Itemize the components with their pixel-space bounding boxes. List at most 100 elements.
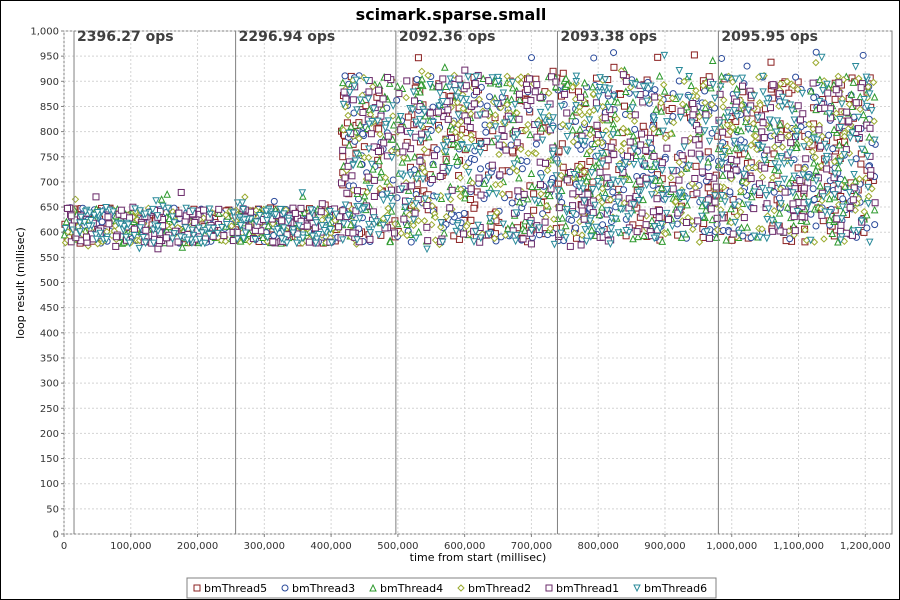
data-point-bmThread2 [462, 222, 471, 231]
data-point-bmThread6 [472, 73, 481, 81]
data-point-bmThread6 [159, 202, 167, 211]
data-point-bmThread3 [574, 141, 582, 149]
data-point-bmThread2 [381, 173, 390, 182]
x-tick-label: 500,000 [377, 541, 418, 552]
data-point-bmThread1 [462, 82, 470, 90]
data-point-bmThread6 [605, 85, 614, 94]
data-point-bmThread6 [494, 73, 502, 82]
data-point-bmThread6 [205, 205, 214, 214]
data-point-bmThread4 [264, 221, 273, 230]
phase-label: 2095.95 ops [721, 29, 818, 45]
data-point-bmThread5 [767, 58, 775, 66]
data-point-bmThread1 [305, 238, 313, 246]
data-point-bmThread6 [511, 101, 519, 109]
data-point-bmThread6 [629, 201, 638, 209]
data-point-bmThread6 [780, 160, 789, 168]
data-point-bmThread6 [750, 232, 758, 241]
data-point-bmThread1 [650, 152, 658, 160]
data-point-bmThread6 [499, 220, 508, 229]
data-point-bmThread6 [198, 229, 206, 238]
data-point-bmThread6 [763, 100, 771, 108]
data-point-bmThread3 [631, 125, 639, 133]
data-point-bmThread2 [569, 138, 578, 146]
data-point-bmThread2 [586, 147, 594, 155]
data-point-bmThread4 [785, 178, 793, 187]
data-point-bmThread6 [432, 193, 441, 202]
data-point-bmThread6 [823, 156, 831, 164]
data-point-bmThread4 [580, 78, 589, 87]
data-point-bmThread2 [457, 117, 465, 126]
data-point-bmThread5 [690, 51, 698, 59]
data-point-bmThread5 [732, 117, 740, 125]
data-point-bmThread6 [865, 90, 874, 99]
data-point-bmThread6 [758, 143, 767, 152]
data-point-bmThread2 [222, 211, 230, 219]
data-point-bmThread4 [870, 92, 879, 101]
data-point-bmThread1 [156, 237, 164, 245]
data-point-bmThread6 [645, 139, 653, 148]
data-point-bmThread4 [369, 165, 377, 173]
data-point-bmThread6 [419, 175, 427, 184]
data-point-bmThread2 [832, 109, 840, 118]
data-point-bmThread5 [530, 190, 538, 198]
data-point-bmThread6 [697, 197, 706, 205]
data-point-bmThread6 [723, 114, 732, 123]
data-point-bmThread6 [284, 217, 293, 226]
data-point-bmThread1 [500, 132, 508, 140]
data-point-bmThread6 [423, 131, 432, 140]
data-point-bmThread6 [631, 81, 640, 89]
data-point-bmThread6 [415, 115, 424, 124]
data-point-bmThread1 [436, 172, 444, 180]
data-point-bmThread6 [283, 239, 291, 248]
data-point-bmThread6 [676, 114, 685, 122]
data-point-bmThread6 [750, 92, 759, 100]
data-point-bmThread4 [840, 175, 849, 184]
data-point-bmThread4 [515, 173, 523, 182]
data-point-bmThread1 [339, 207, 347, 215]
phase-label: 2296.94 ops [239, 29, 336, 45]
data-point-bmThread1 [577, 241, 585, 249]
data-point-bmThread2 [672, 197, 680, 206]
data-point-bmThread6 [563, 133, 572, 141]
data-point-bmThread6 [141, 210, 150, 219]
data-point-bmThread1 [601, 114, 609, 122]
data-point-bmThread2 [580, 168, 588, 176]
data-point-bmThread6 [217, 223, 226, 232]
data-point-bmThread6 [229, 209, 238, 218]
data-point-bmThread2 [668, 94, 677, 102]
data-point-bmThread2 [669, 118, 678, 127]
data-point-bmThread6 [847, 159, 856, 168]
data-point-bmThread6 [721, 198, 729, 207]
data-point-bmThread5 [559, 69, 567, 77]
data-point-bmThread3 [482, 128, 490, 136]
x-tick-label: 1,000,000 [706, 541, 757, 552]
data-point-bmThread1 [460, 230, 468, 238]
data-point-bmThread6 [188, 207, 197, 216]
y-tick-label: 650 [40, 203, 59, 214]
data-point-bmThread6 [412, 175, 421, 184]
chart-title: scimark.sparse.small [356, 5, 547, 24]
data-point-bmThread4 [652, 105, 660, 113]
data-point-bmThread6 [763, 215, 771, 224]
data-point-bmThread2 [812, 58, 820, 67]
data-point-bmThread3 [810, 94, 818, 102]
data-point-bmThread6 [362, 77, 371, 85]
data-point-bmThread1 [303, 222, 311, 230]
data-point-bmThread6 [170, 230, 179, 238]
y-tick-label: 100 [40, 479, 59, 490]
data-point-bmThread6 [488, 74, 497, 82]
data-point-bmThread1 [769, 227, 777, 235]
data-point-bmThread6 [429, 118, 438, 127]
data-point-bmThread4 [849, 78, 858, 86]
data-point-bmThread6 [386, 194, 395, 203]
data-point-bmThread6 [823, 186, 832, 194]
data-point-bmThread4 [403, 220, 411, 229]
data-point-bmThread5 [467, 216, 475, 224]
data-point-bmThread4 [660, 86, 669, 95]
data-point-bmThread4 [62, 217, 71, 226]
y-tick-label: 1,000 [30, 27, 59, 38]
data-point-bmThread1 [566, 242, 574, 250]
data-point-bmThread6 [717, 160, 726, 169]
data-point-bmThread2 [490, 234, 499, 243]
data-point-bmThread5 [728, 236, 736, 244]
